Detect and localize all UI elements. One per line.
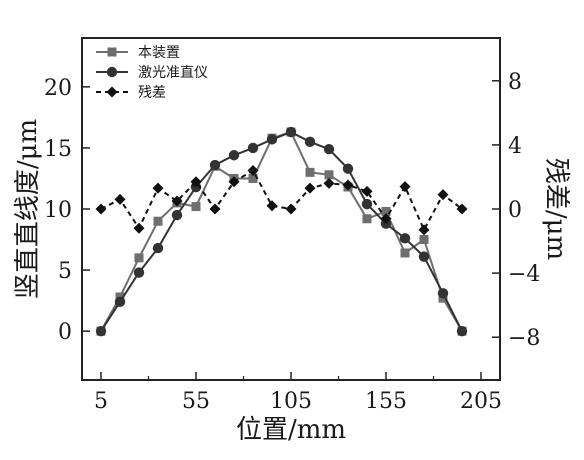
data-point-diamond bbox=[190, 176, 202, 188]
y-right-tick-label: 0 bbox=[508, 198, 522, 223]
data-point-circle bbox=[209, 159, 221, 171]
data-point-circle bbox=[114, 296, 126, 308]
data-point-square bbox=[305, 167, 315, 177]
data-point-diamond bbox=[437, 189, 449, 201]
data-point-diamond bbox=[152, 182, 164, 194]
x-tick-label: 205 bbox=[460, 389, 502, 414]
data-point-diamond bbox=[95, 203, 107, 215]
data-point-diamond bbox=[171, 195, 183, 207]
data-point-diamond bbox=[247, 165, 259, 177]
data-point-circle bbox=[323, 143, 335, 155]
data-point-diamond bbox=[342, 179, 354, 191]
data-point-diamond bbox=[266, 200, 278, 212]
data-point-square bbox=[362, 214, 372, 224]
data-point-diamond bbox=[399, 181, 411, 193]
data-point-circle bbox=[304, 136, 316, 148]
data-point-circle bbox=[171, 209, 183, 221]
data-point-diamond bbox=[114, 193, 126, 205]
x-tick-label: 5 bbox=[94, 389, 108, 414]
data-point-circle bbox=[247, 142, 259, 154]
data-point-circle bbox=[342, 163, 354, 174]
y-left-tick-label: 15 bbox=[44, 137, 72, 162]
series-layer bbox=[95, 126, 468, 337]
data-point-diamond bbox=[304, 182, 316, 194]
data-point-diamond bbox=[228, 176, 240, 188]
data-point-circle bbox=[399, 233, 411, 244]
series-line-1 bbox=[100, 131, 463, 332]
data-point-diamond bbox=[380, 213, 392, 225]
y-left-tick-label: 20 bbox=[44, 76, 72, 101]
data-point-circle bbox=[456, 325, 468, 337]
y-left-tick-label: 10 bbox=[44, 198, 72, 223]
data-point-diamond bbox=[323, 177, 335, 189]
data-point-square bbox=[419, 235, 429, 245]
data-point-circle bbox=[228, 150, 240, 161]
x-tick-label: 155 bbox=[365, 389, 407, 414]
data-point-circle bbox=[266, 134, 278, 145]
data-point-square bbox=[153, 216, 163, 226]
data-point-circle bbox=[437, 288, 449, 299]
data-point-square bbox=[191, 202, 201, 212]
data-point-diamond bbox=[361, 185, 373, 197]
legend-label: 本装置 bbox=[138, 45, 180, 61]
data-point-square bbox=[248, 173, 258, 183]
legend-label: 残差 bbox=[138, 85, 166, 101]
data-point-circle bbox=[285, 126, 297, 138]
data-point-circle bbox=[133, 267, 145, 278]
x-axis-title: 位置/mm bbox=[236, 415, 346, 445]
y-right-tick-label: 4 bbox=[508, 134, 522, 159]
data-point-circle bbox=[361, 198, 373, 210]
data-point-square bbox=[324, 170, 334, 180]
data-point-square bbox=[107, 47, 117, 57]
series-line-2 bbox=[100, 131, 463, 332]
data-point-square bbox=[400, 248, 410, 258]
y-left-tick-label: 0 bbox=[58, 320, 72, 345]
data-point-diamond bbox=[456, 203, 468, 215]
data-point-diamond bbox=[209, 203, 221, 215]
y-right-tick-label: −4 bbox=[508, 262, 540, 287]
data-point-square bbox=[134, 253, 144, 263]
data-point-diamond bbox=[285, 203, 297, 215]
y-right-tick-label: 8 bbox=[508, 70, 522, 95]
data-point-circle bbox=[152, 242, 164, 254]
y-right-axis-title: 残差/μm bbox=[541, 158, 571, 260]
data-point-diamond bbox=[133, 222, 145, 234]
data-point-diamond bbox=[418, 224, 430, 236]
data-point-circle bbox=[106, 66, 118, 78]
data-point-circle bbox=[95, 325, 107, 337]
x-tick-label: 105 bbox=[270, 389, 312, 414]
data-point-diamond bbox=[106, 86, 118, 98]
data-point-circle bbox=[418, 251, 430, 262]
y-left-tick-label: 5 bbox=[58, 259, 72, 284]
y-right-tick-label: −8 bbox=[508, 326, 540, 351]
y-left-axis-title: 竖直直线度/μm bbox=[13, 119, 43, 299]
data-point-square bbox=[381, 206, 391, 216]
x-tick-label: 55 bbox=[182, 389, 210, 414]
legend-label: 激光准直仪 bbox=[138, 64, 208, 81]
axis-titles: 位置/mm 竖直直线度/μm 残差/μm bbox=[13, 119, 571, 445]
